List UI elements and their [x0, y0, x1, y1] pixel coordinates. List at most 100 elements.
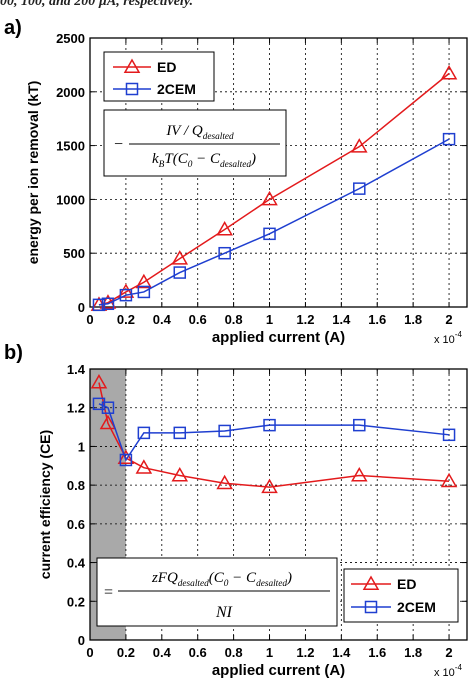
panel-b-formula-denominator: NI: [215, 604, 233, 621]
panel-b-series-2cem-point: [442, 428, 456, 442]
panel-b-series-2cem-point: [92, 397, 106, 411]
panel-a-x-tick-label: 1.2: [296, 312, 314, 327]
panel-a-legend-label: ED: [157, 59, 176, 75]
header-text: 00, 100, and 200 µA, respectively.: [0, 0, 194, 9]
panel-a-x-multiplier: x 10-4: [434, 330, 462, 346]
panel-a-series-ed-point: [350, 138, 368, 153]
panel-a-x-tick-label: 1.8: [404, 312, 422, 327]
panel-a-series-2cem-point: [101, 297, 115, 311]
panel-b-y-axis-label: current efficiency (CE): [37, 430, 53, 579]
panel-b-x-tick-label: 1.6: [368, 645, 386, 660]
panel-b-x-tick-label: 0.8: [225, 645, 243, 660]
panel-b-y-tick-label: 0: [78, 633, 85, 648]
panel-b-series-ed-point: [216, 474, 233, 490]
panel-b-legend-marker: [362, 575, 380, 590]
panel-b-formula-numerator: zFQdesalted(C0 − Cdesalted): [151, 570, 292, 589]
panel-a-label: a): [4, 17, 22, 39]
panel-b-x-tick-label: 0.4: [153, 645, 172, 660]
panel-b-series-ed-point: [90, 374, 108, 389]
panel-a-series-2cem-point: [263, 227, 276, 241]
panel-b-label: b): [4, 342, 23, 364]
panel-a-x-tick-label: 0.4: [153, 312, 172, 327]
panel-b-series-ed-line: [98, 382, 450, 488]
panel-b-series-ed-point: [171, 466, 189, 482]
panel-a-series-2cem-point: [137, 285, 151, 299]
panel-b-legend-label: 2CEM: [397, 599, 436, 615]
panel-b-series-2cem-point: [263, 418, 276, 432]
panel-a-series-ed-point: [135, 273, 153, 289]
panel-a-y-tick-label: 2500: [56, 31, 85, 46]
panel-b-x-tick-label: 0: [86, 645, 93, 660]
panel-a-y-tick-label: 1000: [56, 192, 85, 207]
panel-b-series-2cem-point: [173, 426, 187, 440]
panel-b-series-2cem-point: [218, 424, 231, 438]
panel-a-formula-numerator: IV / Qdesalted: [165, 123, 234, 142]
panel-b-x-tick-label: 0.2: [117, 645, 135, 660]
panel-b-legend-label: ED: [397, 576, 416, 592]
panel-a-legend-box: [103, 51, 215, 102]
panel-b-x-tick-label: 1.2: [296, 645, 314, 660]
panel-b-y-tick-label: 0.2: [67, 594, 85, 609]
panel-b-legend-box: [343, 568, 459, 623]
panel-a-x-axis-label: applied current (A): [212, 329, 345, 346]
panel-a-y-tick-label: 2000: [56, 85, 85, 100]
panel-b-x-tick-label: 1.4: [332, 645, 351, 660]
panel-b-series-ed-point: [440, 472, 458, 488]
panel-a-legend-marker: [123, 58, 141, 73]
panel-a-plot-frame: [89, 37, 468, 308]
panel-a-series-ed-point: [216, 221, 233, 236]
panel-a-x-tick-label: 1.4: [332, 312, 351, 327]
panel-a-series-2cem-point: [353, 182, 366, 195]
panel-b-series-2cem-point: [353, 418, 366, 432]
panel-a-series-ed-point: [440, 64, 458, 80]
panel-a-x-tick-label: 0.6: [189, 312, 207, 327]
panel-b-series-ed-point: [261, 478, 278, 494]
panel-a-y-tick-label: 0: [78, 300, 85, 315]
panel-b-y-tick-label: 1.2: [67, 401, 85, 416]
panel-a-series-2cem-point: [173, 266, 187, 279]
panel-a-series-ed-point: [171, 250, 189, 265]
panel-a-x-tick-label: 0.8: [225, 312, 243, 327]
panel-b-series-2cem-line: [98, 403, 450, 462]
panel-a-y-axis-label: energy per ion removal (kT): [25, 81, 41, 265]
panel-a-y-tick-label: 1500: [56, 139, 85, 154]
panel-b-y-tick-label: 1.4: [67, 362, 86, 377]
panel-b-formula-box: [96, 557, 338, 627]
panel-b-x-axis-label: applied current (A): [212, 662, 345, 679]
panel-a-series-2cem-point: [92, 298, 106, 312]
panel-a-formula-prefix: −: [114, 136, 123, 153]
panel-a-formula-denominator: kBT(C0 − Cdesalted): [152, 151, 256, 170]
panel-b-series-ed-point: [99, 414, 117, 430]
panel-b-x-tick-label: 1: [266, 645, 273, 660]
panel-b-plot-frame: [89, 368, 468, 641]
panel-b-series-ed-point: [135, 459, 153, 474]
panel-a-series-2cem-point: [119, 288, 133, 302]
panel-b-series-2cem-point: [137, 426, 151, 440]
panel-b-y-tick-label: 0.4: [67, 556, 86, 571]
panel-b-y-tick-label: 0.8: [67, 478, 85, 493]
panel-b-legend-marker: [364, 600, 378, 614]
panel-b-y-tick-label: 0.6: [67, 517, 85, 532]
panel-b-x-tick-label: 1.8: [404, 645, 422, 660]
panel-a-series-ed-point: [117, 283, 135, 298]
panel-b-series-ed-point: [350, 466, 368, 482]
panel-b-x-tick-label: 2: [445, 645, 452, 660]
panel-a-x-tick-label: 2: [445, 312, 452, 327]
panel-a-x-tick-label: 0: [86, 312, 93, 327]
panel-b-series-2cem-point: [119, 453, 133, 467]
panel-b-formula-prefix: =: [104, 584, 113, 601]
panel-a-legend-marker: [125, 82, 139, 96]
panel-a-series-2cem-point: [218, 246, 231, 260]
panel-a-x-tick-label: 1: [266, 312, 273, 327]
panel-a-formula-box: [103, 109, 287, 177]
panel-a-legend-label: 2CEM: [157, 81, 196, 97]
panel-b-series-ed-point: [117, 449, 135, 465]
panel-a-x-tick-label: 0.2: [117, 312, 135, 327]
panel-b-x-multiplier: x 10-4: [434, 663, 462, 679]
panel-a-series-ed-point: [261, 190, 278, 206]
panel-b-y-tick-label: 1: [78, 439, 85, 454]
panel-b-x-tick-label: 0.6: [189, 645, 207, 660]
panel-a-y-tick-label: 500: [63, 246, 85, 261]
panel-b-series-2cem-point: [101, 401, 115, 414]
